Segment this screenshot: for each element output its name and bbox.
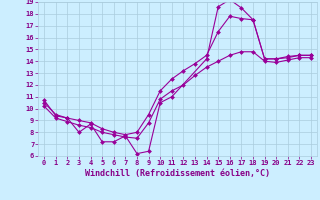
X-axis label: Windchill (Refroidissement éolien,°C): Windchill (Refroidissement éolien,°C) <box>85 169 270 178</box>
